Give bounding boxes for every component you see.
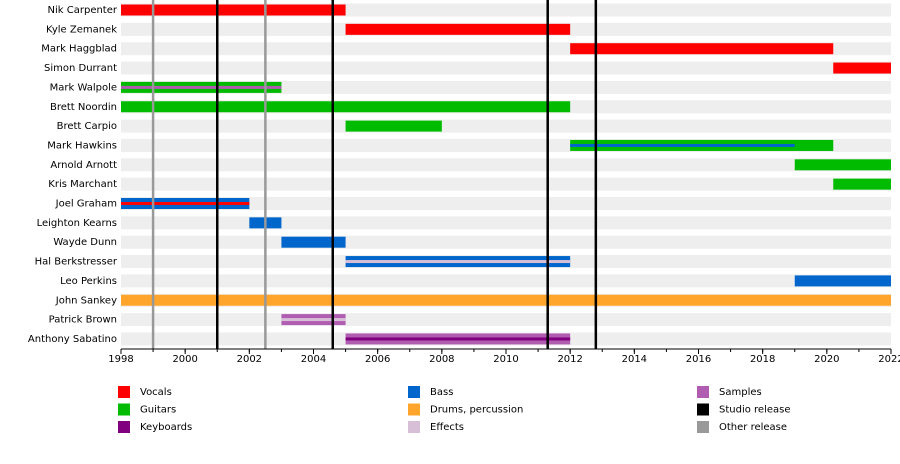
role-stripe — [121, 202, 250, 205]
x-tick-label: 2018 — [750, 354, 775, 365]
member-bar — [121, 4, 346, 16]
member-name: Mark Hawkins — [47, 140, 117, 151]
member-name: Brett Noordin — [50, 102, 117, 113]
row-band — [121, 313, 891, 327]
member-name: John Sankey — [55, 295, 117, 306]
legend-swatch — [408, 386, 420, 398]
member-name: Leo Perkins — [60, 276, 117, 287]
legend-swatch — [408, 421, 420, 433]
legend-label: Guitars — [140, 405, 176, 416]
member-name: Simon Durrant — [44, 63, 117, 74]
row-band — [121, 177, 891, 191]
member-name: Leighton Kearns — [37, 218, 117, 229]
legend-label: Drums, percussion — [430, 405, 523, 416]
member-name: Mark Walpole — [50, 82, 117, 93]
member-name: Anthony Sabatino — [28, 334, 117, 345]
member-bar — [833, 62, 891, 74]
legend-label: Other release — [719, 422, 787, 433]
legend-label: Samples — [719, 387, 762, 398]
legend-swatch — [118, 386, 130, 398]
member-bar — [121, 101, 571, 113]
row-band — [121, 61, 891, 75]
x-tick-label: 1998 — [108, 354, 133, 365]
role-stripe — [345, 337, 571, 341]
role-stripe — [345, 260, 571, 264]
x-tick-label: 2006 — [365, 354, 390, 365]
member-name: Kyle Zemanek — [46, 24, 117, 35]
member-bar — [833, 178, 891, 190]
member-name: Joel Graham — [55, 199, 117, 210]
member-bar — [281, 236, 346, 248]
member-name: Kris Marchant — [48, 179, 117, 190]
member-name: Brett Carpio — [57, 121, 117, 132]
role-stripe — [281, 318, 346, 322]
legend-label: Studio release — [719, 405, 791, 416]
row-band — [121, 274, 891, 288]
role-stripe — [570, 143, 795, 147]
member-name: Nik Carpenter — [48, 5, 118, 16]
member-bar — [570, 43, 834, 55]
x-tick-label: 2010 — [493, 354, 518, 365]
legend-label: Bass — [430, 387, 453, 398]
member-name: Wayde Dunn — [53, 237, 117, 248]
member-name: Mark Haggblad — [41, 44, 117, 55]
legend-label: Effects — [430, 422, 464, 433]
legend-swatch — [118, 403, 130, 416]
legend-swatch — [408, 403, 420, 416]
row-band — [121, 119, 891, 133]
row-band — [121, 197, 891, 210]
x-tick-label: 2000 — [172, 354, 197, 365]
member-bar — [794, 275, 891, 287]
x-tick-label: 2008 — [429, 354, 454, 365]
x-tick-label: 2016 — [686, 354, 711, 365]
legend-swatch — [118, 421, 130, 433]
row-band — [121, 235, 891, 249]
legend-swatch — [697, 403, 709, 416]
legend-swatch — [697, 421, 709, 433]
legend-label: Vocals — [140, 387, 172, 398]
x-tick-label: 2022 — [878, 354, 900, 365]
legend-swatch — [697, 386, 709, 398]
x-tick-label: 2002 — [237, 354, 262, 365]
member-bar — [345, 120, 442, 132]
x-tick-label: 2014 — [622, 354, 647, 365]
member-name: Hal Berkstresser — [35, 257, 118, 268]
member-name: Arnold Arnott — [50, 160, 117, 171]
member-bar — [121, 294, 891, 306]
member-name: Patrick Brown — [49, 315, 117, 326]
x-tick-label: 2020 — [814, 354, 839, 365]
row-band — [121, 216, 891, 230]
role-stripe — [121, 85, 282, 89]
row-band — [121, 80, 891, 94]
row-band — [121, 158, 891, 172]
legend-label: Keyboards — [140, 422, 192, 433]
member-bar — [345, 23, 571, 35]
x-tick-label: 2012 — [557, 354, 582, 365]
x-tick-label: 2004 — [301, 354, 326, 365]
member-bar — [794, 159, 891, 171]
